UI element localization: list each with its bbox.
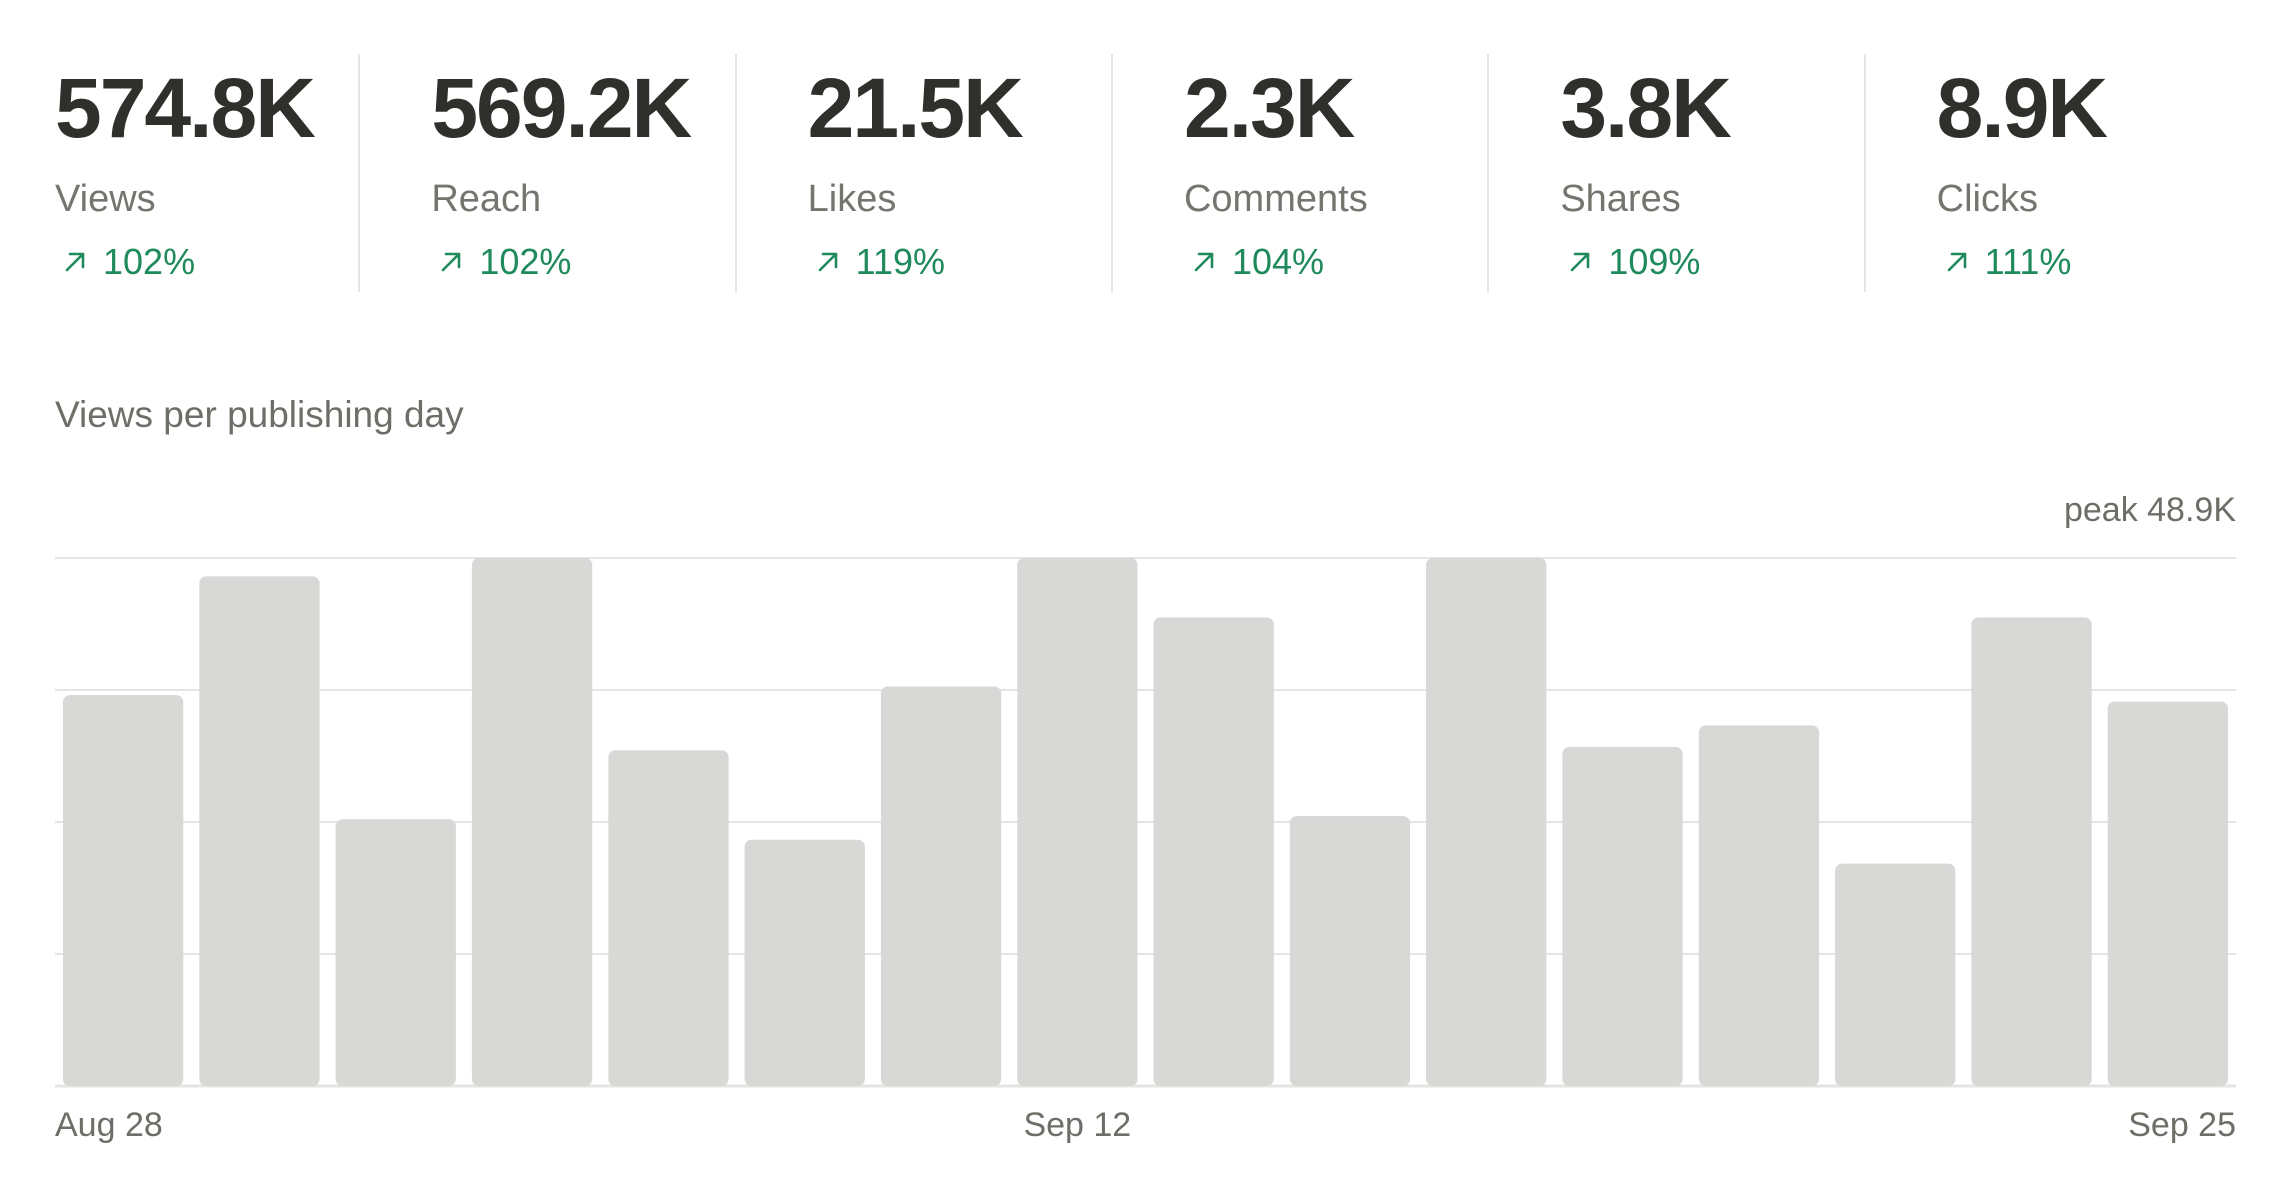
stat-change-value: 104% bbox=[1231, 241, 1325, 282]
stat-value: 3.8K bbox=[1560, 61, 1731, 155]
chart-bar[interactable] bbox=[1017, 558, 1138, 1086]
chart-bar[interactable] bbox=[1971, 617, 2092, 1086]
arrow-up-right-icon bbox=[65, 252, 85, 272]
chart-bar[interactable] bbox=[608, 750, 729, 1086]
stat-label: Views bbox=[55, 178, 156, 220]
stat-change-value: 102% bbox=[103, 241, 196, 282]
arrow-up-right-icon bbox=[442, 252, 461, 272]
stat-label: Reach bbox=[431, 178, 542, 220]
stat-change-value: 109% bbox=[1608, 241, 1701, 282]
chart-bar[interactable] bbox=[63, 695, 184, 1086]
chart-x-axis: Aug 28 Sep 12 Sep 25 bbox=[55, 1106, 2236, 1144]
stat-change: 119% bbox=[808, 244, 1111, 280]
chart-bar[interactable] bbox=[2107, 701, 2228, 1086]
stat-value: 2.3K bbox=[1183, 61, 1355, 155]
arrow-up-right-icon bbox=[1947, 252, 1966, 272]
chart-bar[interactable] bbox=[199, 576, 320, 1086]
stat-value: 569.2K bbox=[431, 61, 692, 155]
chart-peak-label: peak 48.9K bbox=[2063, 491, 2236, 529]
stat-value: 21.5K bbox=[807, 61, 1024, 155]
stats-row: 574.8K Views 102% 569.2K Reach 102% 21.5… bbox=[55, 52, 2240, 292]
chart-title: Views per publishing day bbox=[55, 394, 464, 435]
arrow-up-right-icon bbox=[1194, 252, 1214, 272]
stat-change: 102% bbox=[55, 244, 358, 280]
chart-bar[interactable] bbox=[1835, 863, 1956, 1086]
chart-bar[interactable] bbox=[471, 558, 593, 1086]
arrow-up-right-icon bbox=[818, 252, 837, 272]
stat-label: Clicks bbox=[1936, 178, 2038, 220]
arrow-up-right-icon bbox=[1571, 252, 1590, 272]
chart-x-tick-label: Sep 12 bbox=[1023, 1106, 1131, 1144]
stat-change-value: 111% bbox=[1984, 241, 2072, 282]
chart-bar[interactable] bbox=[1698, 725, 1820, 1086]
chart-x-tick-label: Aug 28 bbox=[55, 1106, 163, 1144]
chart-x-tick-label: Sep 25 bbox=[2128, 1106, 2236, 1144]
chart-bar[interactable] bbox=[880, 686, 1002, 1087]
chart-bar[interactable] bbox=[335, 819, 456, 1086]
stat-reach: 569.2K Reach 102% bbox=[358, 52, 734, 292]
stat-comments: 2.3K Comments 104% bbox=[1110, 52, 1487, 292]
stat-change-value: 102% bbox=[479, 241, 572, 282]
stat-value: 8.9K bbox=[1936, 61, 2108, 155]
chart-bar[interactable] bbox=[1153, 617, 1274, 1086]
chart-bar[interactable] bbox=[1562, 747, 1683, 1086]
stat-label: Comments bbox=[1183, 178, 1368, 220]
stat-change: 102% bbox=[431, 244, 734, 280]
stat-change: 111% bbox=[1937, 244, 2240, 280]
chart-bars bbox=[63, 558, 2228, 1086]
chart-bar[interactable] bbox=[1289, 816, 1411, 1086]
stat-change-value: 119% bbox=[855, 241, 946, 282]
stat-shares: 3.8K Shares 109% bbox=[1487, 52, 1863, 292]
stat-change: 109% bbox=[1560, 244, 1863, 280]
stat-clicks: 8.9K Clicks 111% bbox=[1863, 52, 2240, 292]
stat-label: Shares bbox=[1560, 178, 1681, 220]
chart-bar[interactable] bbox=[1426, 558, 1547, 1086]
stat-views: 574.8K Views 102% bbox=[55, 52, 358, 292]
stat-likes: 21.5K Likes 119% bbox=[734, 52, 1111, 292]
stat-change: 104% bbox=[1184, 244, 1487, 280]
stat-value: 574.8K bbox=[55, 61, 316, 155]
chart-bar[interactable] bbox=[744, 839, 865, 1086]
stat-label: Likes bbox=[807, 178, 897, 220]
